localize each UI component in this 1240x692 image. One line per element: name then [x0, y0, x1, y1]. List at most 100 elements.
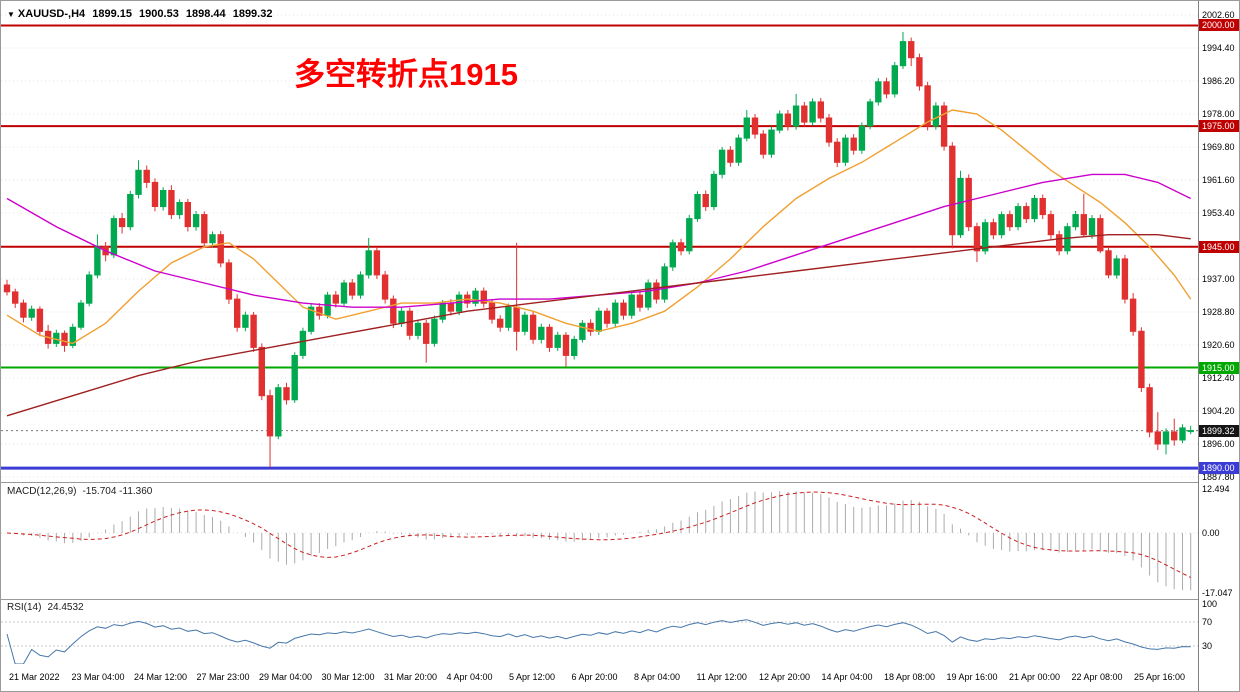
candle-body [579, 322, 586, 340]
pane-separator-rsi[interactable] [1, 599, 1239, 600]
time-axis-label: 27 Mar 23:00 [196, 672, 250, 682]
candle-body [669, 242, 676, 268]
candle-body [792, 105, 800, 127]
candle-body [702, 194, 709, 208]
level-price-badge: 2000.00 [1199, 19, 1239, 32]
candle-body [973, 226, 981, 252]
time-axis-label: 11 Apr 12:00 [696, 672, 747, 682]
price-chart-pane[interactable] [1, 1, 1198, 483]
price-axis-label: 1904.20 [1202, 406, 1235, 416]
time-axis-label: 31 Mar 20:00 [384, 672, 438, 682]
candle-body [1129, 298, 1137, 332]
candle-body [653, 282, 660, 300]
price-axis-label: 1896.00 [1202, 439, 1235, 449]
time-axis-label: 8 Apr 04:00 [634, 672, 681, 682]
candle-body [727, 149, 734, 163]
candle-body [809, 101, 816, 123]
time-axis-label: 6 Apr 20:00 [571, 672, 618, 682]
price-axis-label: 1969.80 [1202, 142, 1235, 152]
candle-body [94, 246, 101, 276]
candle-body [546, 326, 553, 348]
candle-body [645, 282, 652, 308]
rsi-indicator-pane[interactable] [1, 600, 1198, 664]
candle-body [242, 314, 249, 328]
ma-medium-magenta [6, 173, 1192, 308]
candle-body [299, 330, 307, 356]
candle-body [1171, 431, 1178, 441]
candle-body [686, 218, 693, 252]
price-axis-label: 1994.40 [1202, 43, 1235, 53]
candle-body [587, 322, 594, 332]
candle-body [957, 177, 964, 236]
macd-indicator-pane[interactable] [1, 483, 1198, 599]
candle-body [850, 137, 857, 151]
candle-body [612, 302, 619, 324]
candle-body [283, 387, 290, 401]
time-axis-label: 21 Mar 2022 [9, 672, 60, 682]
candle-body [110, 218, 118, 256]
price-axis-label: 1928.80 [1202, 307, 1235, 317]
candle-body [571, 338, 578, 356]
candle-body [61, 332, 68, 346]
candle-body [12, 291, 19, 304]
candle-body [538, 326, 545, 340]
candle-body [390, 298, 397, 324]
macd-axis-label: 12.494 [1202, 484, 1230, 494]
price-axis-label: 1986.20 [1202, 76, 1235, 86]
price-axis-label: 1961.60 [1202, 175, 1235, 185]
candle-body [883, 81, 890, 95]
candle-body [28, 308, 35, 318]
candle-body [562, 334, 570, 356]
candle-body [209, 234, 216, 244]
time-axis-label: 14 Apr 04:00 [821, 672, 873, 682]
candle-body [595, 310, 602, 332]
candle-body [1154, 431, 1161, 445]
candle-body [554, 334, 561, 348]
candle-body [620, 302, 627, 316]
price-axis[interactable]: 2002.60 1994.40 1986.20 1978.00 1969.80 1961.… [1198, 1, 1239, 691]
time-axis[interactable]: 21 Mar 2022 23 Mar 04:00 24 Mar 12:00 27 Ma… [1, 664, 1239, 691]
price-axis-label: 1887.80 [1202, 472, 1235, 482]
candle-body [628, 294, 635, 316]
candle-body [135, 169, 142, 195]
candle-body [225, 262, 233, 300]
candle-body [69, 326, 76, 346]
candle-body [875, 81, 882, 103]
macd-signal-line [6, 491, 1191, 578]
candle-body [3, 284, 11, 293]
time-axis-label: 18 Apr 08:00 [884, 672, 936, 682]
symbol-dropdown-icon[interactable]: ▼ [7, 10, 15, 19]
candle-body [916, 57, 923, 87]
candle-body [1121, 258, 1129, 300]
time-axis-label: 24 Mar 12:00 [134, 672, 188, 682]
candle-body [1014, 206, 1022, 228]
symbol-info-bar: ▼ XAUUSD-,H4 1899.15 1900.53 1898.44 1899… [7, 8, 276, 20]
candle-body [406, 310, 414, 336]
candle-body [866, 101, 874, 127]
candle-body [480, 290, 488, 304]
candle-body [143, 169, 150, 183]
candle-body [275, 387, 282, 437]
candle-body [784, 113, 792, 127]
candle-body [234, 298, 241, 328]
candle-body [258, 346, 266, 397]
candle-body [990, 222, 997, 236]
pane-separator-macd[interactable] [1, 482, 1239, 483]
time-axis-label: 23 Mar 04:00 [71, 672, 125, 682]
price-axis-label: 1912.40 [1202, 373, 1235, 383]
price-axis-label: 1920.60 [1202, 340, 1235, 350]
candle-body [735, 137, 742, 163]
candle-body [718, 149, 726, 175]
chart-annotation-text[interactable]: 多空转折点1915 [294, 57, 518, 92]
candle-body [250, 314, 257, 348]
candle-body [1162, 431, 1170, 445]
price-axis-label: 1978.00 [1202, 109, 1235, 119]
candle-body [472, 290, 479, 304]
candle-body [834, 141, 841, 163]
macd-indicator-label: MACD(12,26,9) -15.704 -11.360 [7, 486, 158, 497]
candle-body [776, 113, 783, 131]
time-axis-label: 30 Mar 12:00 [321, 672, 375, 682]
candle-body [398, 310, 405, 324]
candle-body [488, 302, 496, 320]
time-axis-label: 12 Apr 20:00 [759, 672, 811, 682]
